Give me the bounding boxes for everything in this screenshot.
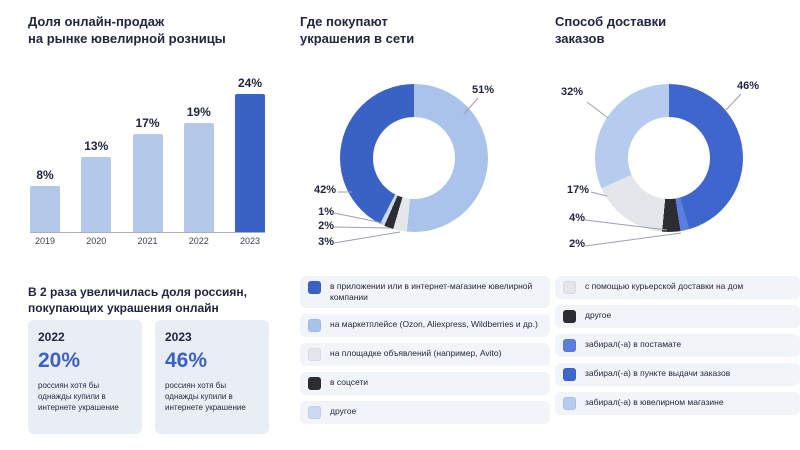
stat-card-year: 2023: [165, 330, 192, 344]
stat-card-text: россиян хотя бы однажды купили в интерне…: [38, 381, 119, 413]
bar-column: 19%: [183, 105, 214, 232]
stat-card: 2022 20% россиян хотя бы однажды купили в …: [28, 320, 142, 434]
where-bought-title: Где покупают украшения в сети: [300, 14, 415, 46]
stat-card-percent: 46%: [165, 349, 208, 372]
donut-callout: 51%: [472, 84, 495, 96]
bar-value-label: 17%: [135, 116, 160, 130]
donut-callout: 3%: [318, 236, 334, 248]
delivery-panel: Способ доставки заказов 32% 46% 17% 4% 2…: [555, 14, 800, 444]
bar-value-label: 24%: [237, 76, 263, 90]
legend-item: с помощью курьерской доставки на дом: [555, 276, 800, 299]
bar-column: 17%: [132, 116, 163, 232]
delivery-donut-chart: [595, 84, 743, 232]
donut-callout: 2%: [318, 220, 334, 232]
growth-stat-cards: 2022 20% россиян хотя бы однажды купили в …: [28, 320, 269, 434]
legend-swatch: [563, 339, 576, 352]
bar-column: 13%: [81, 139, 112, 232]
legend-item-label: с помощью курьерской доставки на дом: [585, 281, 744, 291]
stat-card-year: 2022: [38, 330, 65, 344]
legend-item: забирал(-а) в ювелирном магазине: [555, 392, 800, 415]
donut-callout: 42%: [313, 184, 336, 196]
legend-item: забирал(-а) в постамате: [555, 334, 800, 357]
bar-value-label: 8%: [36, 168, 54, 182]
legend-swatch: [308, 319, 321, 333]
bar-chart-panel: Доля онлайн-продаж на рынке ювелирной ро…: [28, 14, 274, 444]
legend-swatch: [563, 397, 576, 410]
bar-chart-x-axis: 2019 2020 2021 2022 2023: [30, 236, 265, 246]
legend-swatch: [563, 310, 576, 323]
legend-item-label: на площадке объявлений (например, Avito): [330, 348, 502, 359]
where-bought-donut-chart: [340, 84, 488, 232]
legend-item-label: на маркетплейсе (Ozon, Aliexpress, Wildb…: [330, 319, 538, 330]
year-label: 2022: [188, 236, 209, 246]
legend-item-label: забирал(-а) в ювелирном магазине: [585, 397, 724, 407]
stat-card: 2023 46% россиян хотя бы однажды купили в …: [155, 320, 269, 434]
legend-swatch: [308, 281, 321, 294]
year-label: 2021: [137, 236, 158, 246]
legend-swatch: [308, 406, 321, 420]
legend-item: на площадке объявлений (например, Avito): [300, 343, 550, 367]
legend-item-label: другое: [585, 310, 612, 320]
year-label: 2020: [86, 236, 107, 246]
year-label: 2019: [34, 236, 56, 246]
legend-item-label: другое: [330, 406, 357, 417]
donut-callout: 17%: [566, 184, 589, 196]
bar: [183, 123, 214, 232]
legend-swatch: [563, 368, 576, 381]
legend-item: другое: [555, 305, 800, 328]
online-sales-bar-chart: 8% 13% 17% 19% 24%: [30, 72, 265, 233]
bar: [132, 134, 163, 232]
where-bought-panel: Где покупают украшения в сети 51% 42% 1%…: [300, 14, 550, 444]
where-bought-legend: в приложении или в интернет-магазине юве…: [300, 276, 550, 425]
legend-item: в приложении или в интернет-магазине юве…: [300, 276, 550, 309]
donut-callout: 32%: [561, 86, 584, 98]
growth-heading: В 2 раза увеличилась доля россиян, покуп…: [28, 285, 247, 316]
donut-callout: 1%: [318, 206, 334, 218]
bar-value-label: 13%: [84, 139, 109, 153]
stat-card-text: россиян хотя бы однажды купили в интерне…: [165, 381, 246, 413]
legend-item-label: забирал(-а) в пункте выдачи заказов: [585, 368, 731, 378]
legend-swatch: [308, 377, 321, 391]
delivery-title: Способ доставки заказов: [555, 14, 667, 46]
legend-item-label: в соцсети: [330, 377, 369, 388]
legend-item: забирал(-а) в пункте выдачи заказов: [555, 363, 800, 386]
legend-swatch: [563, 281, 576, 294]
donut-callout: 46%: [737, 80, 760, 92]
legend-item-label: в приложении или в интернет-магазине юве…: [330, 281, 533, 303]
bar-column: 24%: [235, 76, 265, 232]
legend-item: в соцсети: [300, 372, 550, 396]
year-label: 2023: [239, 236, 261, 246]
stat-card-percent: 20%: [38, 349, 81, 372]
legend-item: на маркетплейсе (Ozon, Aliexpress, Wildb…: [300, 314, 550, 338]
bar: [81, 157, 112, 232]
donut-callout: 2%: [569, 238, 585, 250]
bar-column: 8%: [30, 168, 60, 232]
bar: [30, 186, 60, 232]
legend-item: другое: [300, 401, 550, 425]
legend-swatch: [308, 348, 321, 362]
bar: [235, 94, 265, 232]
bar-chart-title: Доля онлайн-продаж на рынке ювелирной ро…: [28, 14, 226, 46]
bar-value-label: 19%: [186, 105, 211, 119]
delivery-legend: с помощью курьерской доставки на дом друг…: [555, 276, 800, 415]
donut-callout: 4%: [569, 212, 585, 224]
legend-item-label: забирал(-а) в постамате: [585, 339, 682, 349]
